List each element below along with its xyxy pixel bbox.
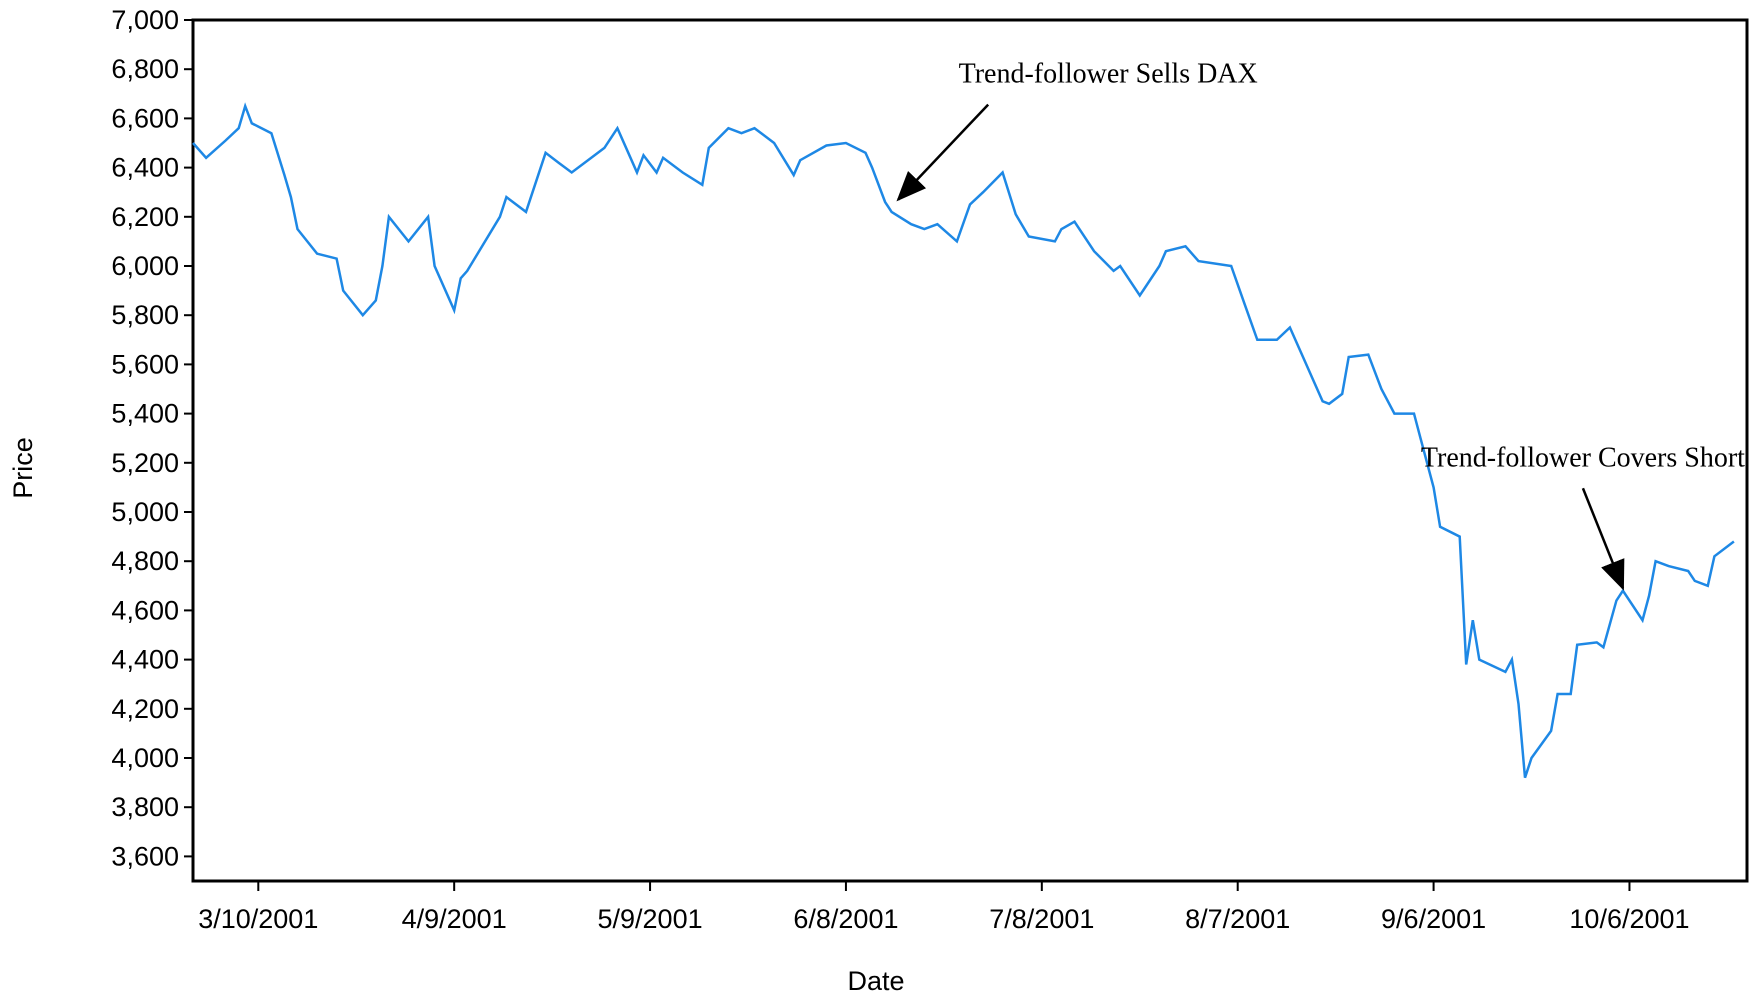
y-tick-label: 4,400 xyxy=(111,645,179,675)
x-axis-title: Date xyxy=(847,966,904,996)
y-tick-label: 6,000 xyxy=(111,251,179,281)
y-tick-label: 6,200 xyxy=(111,202,179,232)
y-axis-title: Price xyxy=(8,437,38,499)
x-tick-label: 8/7/2001 xyxy=(1185,904,1290,934)
y-tick-label: 3,800 xyxy=(111,792,179,822)
annotation-arrow xyxy=(1581,487,1625,591)
price-line xyxy=(192,102,1735,779)
y-tick-label: 6,600 xyxy=(111,103,179,133)
x-tick-label: 6/8/2001 xyxy=(793,904,898,934)
x-tick-label: 9/6/2001 xyxy=(1381,904,1486,934)
x-tick-label: 4/9/2001 xyxy=(402,904,507,934)
annotation: Trend-follower Sells DAX xyxy=(959,59,1258,90)
y-tick-label: 6,800 xyxy=(111,54,179,84)
y-tick-label: 6,400 xyxy=(111,153,179,183)
plot-frame xyxy=(191,18,1749,883)
y-tick-label: 5,200 xyxy=(111,448,179,478)
annotation-arrow xyxy=(896,103,990,202)
y-tick-label: 3,600 xyxy=(111,841,179,871)
x-tick-label: 7/8/2001 xyxy=(989,904,1094,934)
x-tick-label: 5/9/2001 xyxy=(598,904,703,934)
x-tick-label: 3/10/2001 xyxy=(198,904,318,934)
y-tick-label: 4,800 xyxy=(111,546,179,576)
x-tick-label: 10/6/2001 xyxy=(1569,904,1689,934)
y-tick-label: 5,800 xyxy=(111,300,179,330)
y-tick-label: 4,200 xyxy=(111,694,179,724)
y-tick-label: 7,000 xyxy=(111,5,179,35)
y-tick-label: 4,000 xyxy=(111,743,179,773)
annotation: Trend-follower Covers Short xyxy=(1421,442,1745,473)
y-tick-label: 5,000 xyxy=(111,497,179,527)
y-tick-label: 5,400 xyxy=(111,399,179,429)
y-tick-label: 4,600 xyxy=(111,595,179,625)
y-tick-label: 5,600 xyxy=(111,349,179,379)
